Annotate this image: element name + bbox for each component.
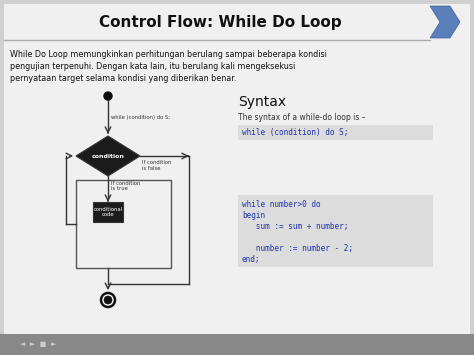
FancyBboxPatch shape: [4, 4, 470, 334]
FancyBboxPatch shape: [93, 202, 123, 222]
Text: pengujian terpenuhi. Dengan kata lain, itu berulang kali mengeksekusi: pengujian terpenuhi. Dengan kata lain, i…: [10, 62, 295, 71]
Circle shape: [101, 293, 115, 307]
Text: while number>0 do: while number>0 do: [242, 200, 320, 209]
Text: While Do Loop memungkinkan perhitungan berulang sampai beberapa kondisi: While Do Loop memungkinkan perhitungan b…: [10, 50, 327, 59]
Polygon shape: [76, 136, 140, 176]
Circle shape: [104, 92, 112, 100]
FancyBboxPatch shape: [0, 334, 474, 355]
Text: Syntax: Syntax: [238, 95, 286, 109]
Text: pernyataan target selama kondisi yang diberikan benar.: pernyataan target selama kondisi yang di…: [10, 74, 237, 83]
Text: If condition
is true: If condition is true: [111, 181, 140, 191]
Text: The syntax of a while-do loop is –: The syntax of a while-do loop is –: [238, 113, 365, 122]
FancyBboxPatch shape: [238, 125, 433, 140]
Text: begin: begin: [242, 211, 265, 220]
Text: Control Flow: While Do Loop: Control Flow: While Do Loop: [99, 15, 341, 29]
Text: ◄  ►  ■  ►: ◄ ► ■ ►: [20, 341, 56, 347]
Text: number := number - 2;: number := number - 2;: [242, 244, 353, 253]
Text: while (condition) do S;: while (condition) do S;: [111, 115, 170, 120]
Text: sum := sum + number;: sum := sum + number;: [242, 222, 348, 231]
Circle shape: [104, 296, 112, 304]
FancyBboxPatch shape: [238, 195, 433, 267]
Text: while (condition) do S;: while (condition) do S;: [242, 128, 348, 137]
Text: conditional
code: conditional code: [93, 207, 123, 217]
Text: condition: condition: [91, 153, 125, 158]
Text: If condition
is false: If condition is false: [142, 160, 172, 171]
Text: end;: end;: [242, 255, 261, 264]
Polygon shape: [430, 6, 460, 38]
FancyBboxPatch shape: [4, 4, 470, 40]
